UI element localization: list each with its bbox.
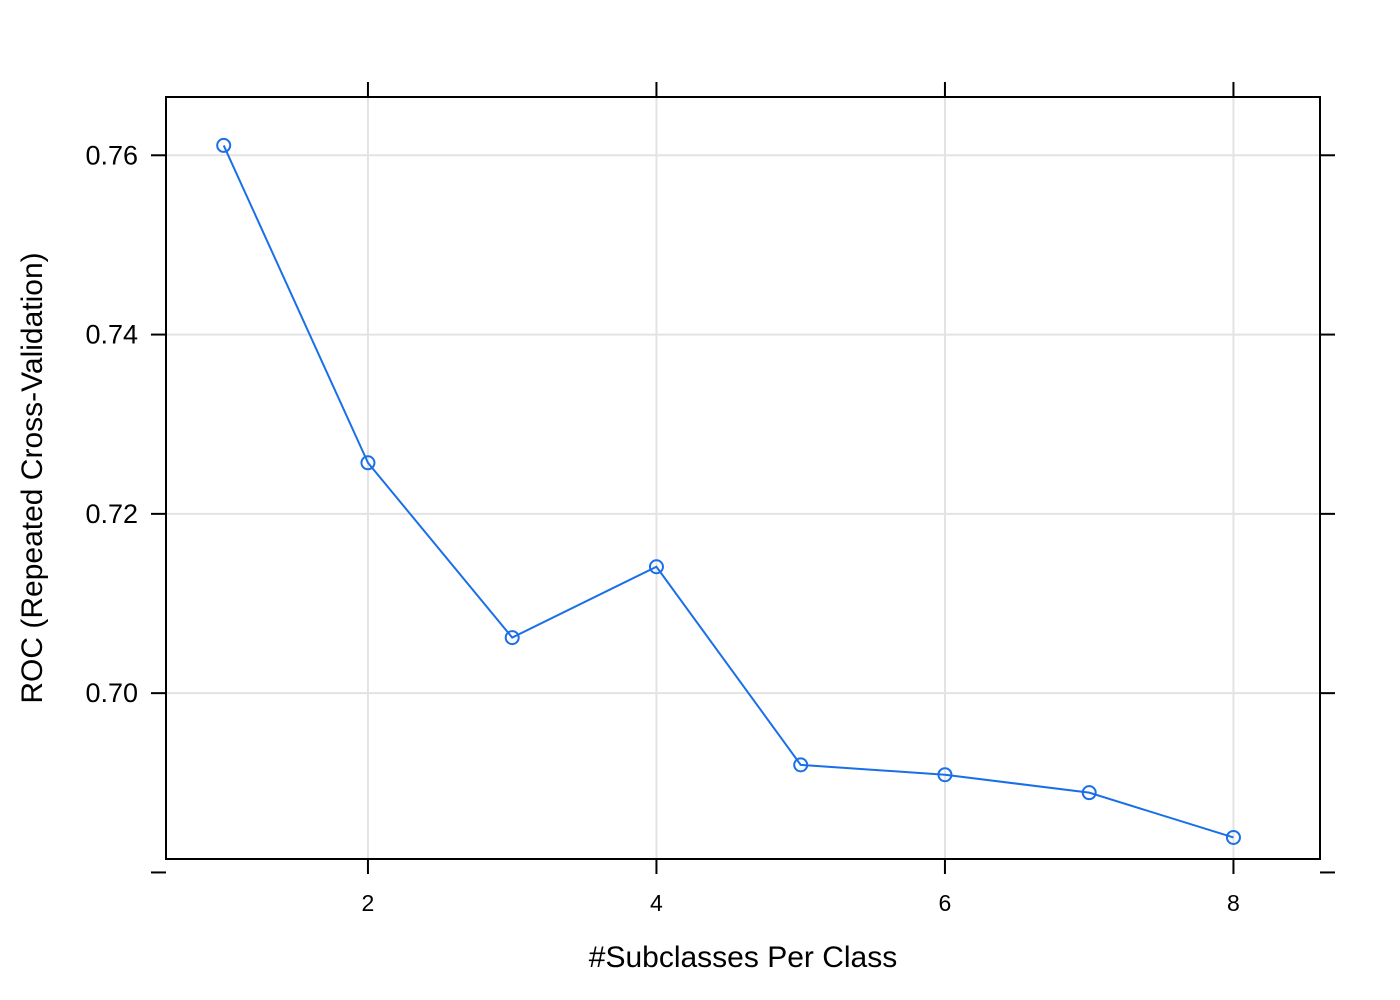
tick-layer: 2 4 6 8 0.76 0.74 0.72 0.70 <box>85 82 1335 916</box>
series-line-0 <box>222 144 1234 839</box>
data-point-0-0 <box>216 137 232 153</box>
data-point-0-2 <box>504 630 520 646</box>
data-point-0-7 <box>1225 829 1241 845</box>
x-tick-label-2: 6 <box>939 890 952 916</box>
x-tick-label-1: 4 <box>650 890 663 916</box>
y-tick-label-1: 0.74 <box>85 320 138 350</box>
y-tick-label-0: 0.76 <box>85 140 138 170</box>
data-point-0-3 <box>648 559 664 575</box>
plot-frame <box>165 96 1321 860</box>
x-axis-title: #Subclasses Per Class <box>589 941 897 974</box>
y-tick-label-2: 0.72 <box>85 499 138 529</box>
data-point-0-4 <box>793 757 809 773</box>
data-point-0-5 <box>937 767 953 783</box>
y-axis-title: ROC (Repeated Cross-Validation) <box>16 252 49 703</box>
grid-layer <box>166 97 1320 859</box>
data-point-0-1 <box>360 455 376 471</box>
y-tick-label-3: 0.70 <box>85 678 138 708</box>
series-layer <box>216 137 1241 845</box>
x-tick-label-3: 8 <box>1227 890 1240 916</box>
data-point-0-6 <box>1081 785 1097 801</box>
x-tick-label-0: 2 <box>362 890 375 916</box>
